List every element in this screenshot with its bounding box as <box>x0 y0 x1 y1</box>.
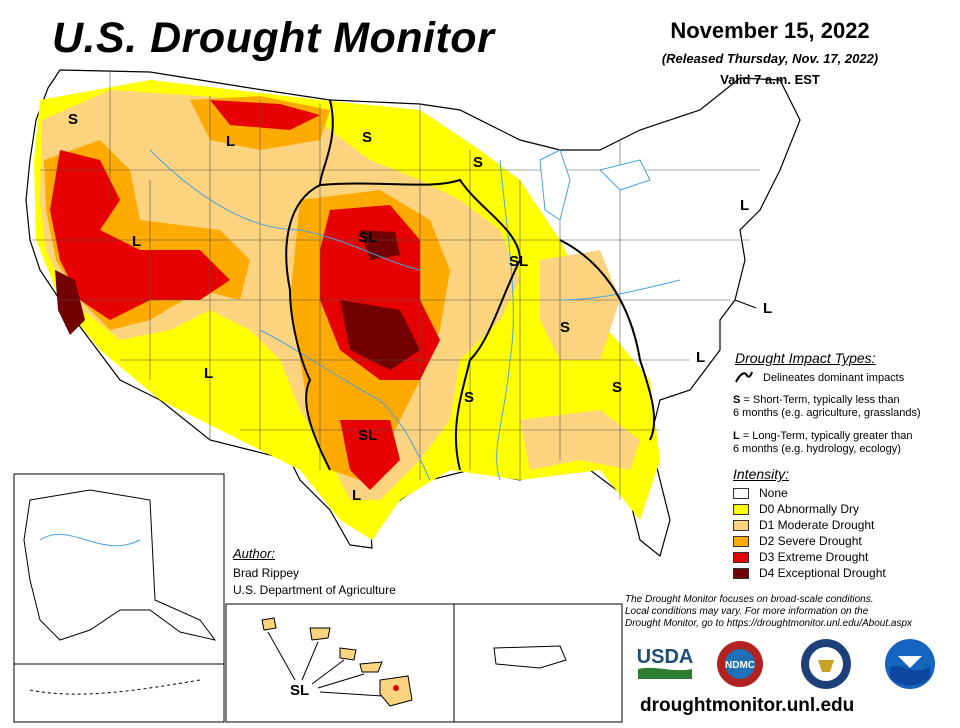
svg-text:USDA: USDA <box>637 646 694 668</box>
map-label-l-carolinas: L <box>696 349 705 366</box>
legend-label: D2 Severe Drought <box>759 534 862 548</box>
map-label-l-delmarva: L <box>763 300 772 317</box>
legend-label: D1 Moderate Drought <box>759 518 875 532</box>
valid-time: Valid 7 a.m. EST <box>720 72 820 87</box>
legend-row: D2 Severe Drought <box>733 534 862 548</box>
map-label-l-southwest: L <box>204 365 213 382</box>
map-label-s-arkansas: S <box>464 389 474 406</box>
alaska-outline <box>23 489 217 641</box>
map-label-l-montana: L <box>226 133 235 150</box>
d3-area-west <box>50 150 230 320</box>
legend-row: D3 Extreme Drought <box>733 550 868 564</box>
impact-long-term: L = Long-Term, typically greater than 6 … <box>733 430 953 456</box>
map-label-sl-texas: SL <box>358 427 377 444</box>
map-label-l-south-texas: L <box>352 487 361 504</box>
rivers <box>149 149 681 481</box>
legend-row: D0 Abnormally Dry <box>733 502 859 516</box>
impact-line-desc: Delineates dominant impacts <box>763 372 905 384</box>
aleutian-inset <box>13 663 225 723</box>
page-title: U.S. Drought Monitor <box>52 14 495 62</box>
d4-area-plains <box>340 300 420 370</box>
note-line-3: Drought Monitor, go to https://droughtmo… <box>625 618 913 629</box>
note-line-1: The Drought Monitor focuses on broad-sca… <box>625 594 874 605</box>
author-org: U.S. Department of Agriculture <box>233 583 396 597</box>
impact-lines <box>285 99 656 471</box>
legend-label: None <box>759 486 788 500</box>
author-heading: Author: <box>233 546 275 561</box>
legend-swatch <box>733 535 749 547</box>
legend-swatch <box>733 519 749 531</box>
map-label-sl-nebraska: SL <box>358 229 377 246</box>
d3-area-north <box>210 100 320 130</box>
usda-logo[interactable]: USDA <box>636 643 694 683</box>
legend-row: None <box>733 486 788 500</box>
author-name: Brad Rippey <box>233 566 300 580</box>
commerce-seal[interactable] <box>800 638 852 690</box>
legend-swatch <box>733 567 749 579</box>
map-label-sl-midwest: SL <box>509 253 528 270</box>
impact-l-desc-2: 6 months (e.g. hydrology, ecology) <box>733 443 901 455</box>
legend-label: D0 Abnormally Dry <box>759 502 860 516</box>
map-label-s-minnesota: S <box>473 154 483 171</box>
great-lakes <box>539 149 651 221</box>
impact-s-code: S <box>733 394 741 406</box>
impact-short-term: S = Short-Term, typically less than 6 mo… <box>733 394 953 420</box>
disclaimer-note: The Drought Monitor focuses on broad-sca… <box>625 594 955 630</box>
map-label-s-pacific-nw: S <box>68 111 78 128</box>
legend-swatch <box>733 551 749 563</box>
hawaii-islands <box>261 617 413 707</box>
map-date: November 15, 2022 <box>670 18 870 43</box>
puerto-rico-outline <box>493 645 567 669</box>
d1-area-south <box>520 410 640 470</box>
map-label-s-georgia: S <box>612 379 622 396</box>
legend-row: D4 Exceptional Drought <box>733 566 886 580</box>
impact-l-desc-1: = Long-Term, typically greater than <box>739 430 913 442</box>
website-url[interactable]: droughtmonitor.unl.edu <box>640 695 855 716</box>
impact-line-sample <box>735 371 753 383</box>
legend-label: D3 Extreme Drought <box>759 550 869 564</box>
impact-s-desc-1: = Short-Term, typically less than <box>740 394 900 406</box>
impact-s-desc-2: 6 months (e.g. agriculture, grasslands) <box>733 407 921 419</box>
map-label-l-new-england: L <box>740 197 749 214</box>
map-label-s-dakotas: S <box>362 129 372 146</box>
ndmc-logo[interactable]: NDMC <box>716 640 764 688</box>
legend-swatch <box>733 503 749 515</box>
svg-text:NDMC: NDMC <box>725 660 755 671</box>
release-date: (Released Thursday, Nov. 17, 2022) <box>661 51 879 66</box>
legend-swatch <box>733 487 749 499</box>
map-label-sl-hawaii: SL <box>290 682 309 699</box>
note-line-2: Local conditions may vary. For more info… <box>625 606 869 617</box>
d4-area-california <box>55 270 85 335</box>
map-label-l-great-basin: L <box>132 233 141 250</box>
intensity-title: Intensity: <box>733 466 790 482</box>
legend-label: D4 Exceptional Drought <box>759 566 886 580</box>
legend-row: D1 Moderate Drought <box>733 518 874 532</box>
impact-types-title: Drought Impact Types: <box>735 350 876 366</box>
impact-l-code: L <box>733 430 740 442</box>
map-label-s-kentucky: S <box>560 319 570 336</box>
state-boundaries <box>30 72 760 500</box>
d3-area-texas <box>340 420 400 490</box>
noaa-logo[interactable] <box>884 638 936 690</box>
